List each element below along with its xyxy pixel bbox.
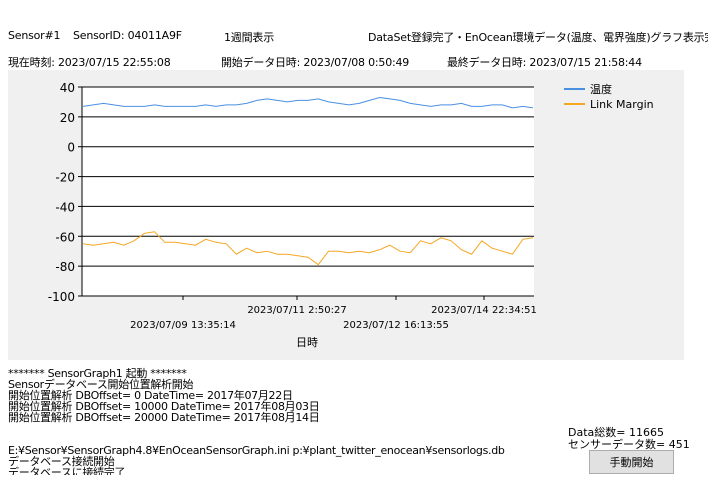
legend-entry: Link Margin	[590, 98, 654, 111]
data-total-label: Data総数= 11665	[568, 426, 664, 439]
link-margin-series-line	[82, 231, 534, 266]
log-line: 開始位置解析 DBOffset= 20000 DateTime= 2017年08…	[8, 411, 320, 424]
log-line: ******* SensorGraph1 起動 *******	[8, 367, 187, 380]
sensor-chart: 40 20 0 -20 -40 -60 -80 -100 2023/07/11 2:50:27…	[48, 81, 654, 349]
log-line: Sensorデータベース開始位置解析開始	[8, 378, 194, 391]
sensor-count-label: センサーデータ数= 451	[568, 438, 690, 451]
log-line: 開始位置解析 DBOffset= 10000 DateTime= 2017年08…	[8, 400, 320, 413]
y-tick-label: -100	[48, 290, 75, 304]
y-tick-label: -60	[55, 230, 75, 244]
log-line: データベース接続開始	[8, 455, 115, 468]
start-data-time-label: 開始データ日時: 2023/07/08 0:50:49	[221, 56, 410, 69]
y-tick-label: 0	[67, 141, 75, 155]
status-label: DataSet登録完了・EnOcean環境データ(温度、電界強度)グラフ表示完	[368, 31, 708, 44]
temperature-series-line	[82, 96, 534, 109]
x-axis: 2023/07/11 2:50:27 2023/07/14 22:34:51 2…	[130, 305, 537, 349]
chart-series	[82, 96, 534, 266]
sensor-id-label: SensorID: 04011A9F	[73, 29, 182, 42]
plot-area	[82, 87, 534, 296]
log-output-bottom[interactable]: E:¥Sensor¥SensorGraph4.8¥EnOceanSensorGr…	[8, 443, 554, 475]
log-line: E:¥Sensor¥SensorGraph4.8¥EnOceanSensorGr…	[8, 444, 505, 457]
y-tick-label: -20	[55, 171, 75, 185]
chart-legend: 温度 Link Margin	[564, 82, 654, 111]
current-time-label: 現在時刻: 2023/07/15 22:55:08	[8, 56, 171, 69]
x-tick-label: 2023/07/14 22:34:51	[431, 305, 537, 316]
x-axis-label: 日時	[296, 336, 318, 349]
x-tick-label: 2023/07/11 2:50:27	[247, 305, 346, 316]
sensor-label: Sensor#1	[8, 29, 61, 42]
last-data-time-label: 最終データ日時: 2023/07/15 21:58:44	[447, 56, 642, 69]
y-tick-label: 40	[60, 81, 75, 95]
y-axis: 40 20 0 -20 -40 -60 -80 -100	[48, 81, 485, 304]
x-tick-label: 2023/07/09 13:35:14	[130, 320, 236, 331]
x-tick-label: 2023/07/12 16:13:55	[343, 320, 449, 331]
chart-panel: 40 20 0 -20 -40 -60 -80 -100 2023/07/11 2:50:27…	[8, 70, 684, 360]
period-label: 1週間表示	[224, 31, 274, 44]
y-tick-label: -80	[55, 260, 75, 274]
log-output-top[interactable]: ******* SensorGraph1 起動 ******* Sensorデー…	[8, 367, 632, 426]
legend-entry: 温度	[590, 82, 612, 96]
log-line: 開始位置解析 DBOffset= 0 DateTime= 2017年07月22日	[8, 389, 293, 402]
log-line: データベースに接続完了	[8, 466, 126, 475]
y-tick-label: 20	[60, 111, 75, 125]
chart-grid	[82, 86, 534, 297]
y-tick-label: -40	[55, 200, 75, 214]
manual-start-button[interactable]: 手動開始	[589, 450, 674, 474]
